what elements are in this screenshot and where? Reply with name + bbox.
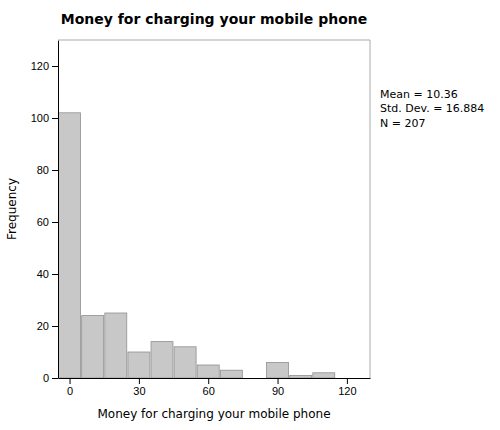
tick: 60: [203, 378, 215, 397]
axis-line: [58, 41, 59, 379]
tick-label: 30: [133, 385, 145, 397]
tick: 40: [37, 268, 58, 280]
tick: 60: [37, 216, 58, 228]
tick-label: 80: [37, 164, 49, 176]
tick: 120: [338, 378, 356, 397]
tick: 120: [31, 60, 58, 72]
bar: [105, 313, 127, 378]
axis-line: [59, 378, 371, 379]
tick-mark: [52, 378, 58, 379]
tick-label: 40: [37, 268, 49, 280]
tick: 0: [67, 378, 73, 397]
tick-mark: [52, 222, 58, 223]
frame: [58, 40, 370, 41]
tick: 100: [31, 112, 58, 124]
tick-mark: [70, 378, 71, 384]
tick-label: 100: [31, 112, 49, 124]
annotation-line: Std. Dev. = 16.884: [380, 102, 484, 115]
bar: [59, 113, 81, 378]
bar: [290, 375, 312, 378]
y-axis-title: Frequency: [5, 178, 19, 240]
tick-mark: [52, 326, 58, 327]
title: Money for charging your mobile phone: [61, 11, 368, 27]
tick: 0: [43, 372, 58, 384]
tick-label: 90: [272, 385, 284, 397]
tick-label: 120: [31, 60, 49, 72]
plot-area: 0 30 60 90 120 0 20 40 60 80 100 120: [31, 40, 371, 397]
tick-mark: [208, 378, 209, 384]
annotation: Mean = 10.36Std. Dev. = 16.884 N = 207: [380, 88, 484, 130]
tick: 30: [133, 378, 145, 397]
tick-label: 60: [203, 385, 215, 397]
tick-mark: [278, 378, 279, 384]
x-axis-title: Money for charging your mobile phone: [97, 407, 330, 421]
y-axis: 0 20 40 60 80 100 120: [31, 41, 59, 385]
tick: 80: [37, 164, 58, 176]
bar: [151, 342, 173, 378]
bar: [174, 347, 196, 378]
tick-mark: [52, 118, 58, 119]
x-axis: 0 30 60 90 120: [59, 378, 371, 397]
tick-label: 20: [37, 320, 49, 332]
bar: [82, 316, 104, 378]
tick-label: 120: [338, 385, 356, 397]
chart: 0 30 60 90 120 0 20 40 60 80 100 120 Money for charg…: [0, 0, 500, 430]
tick-mark: [52, 170, 58, 171]
tick-label: 60: [37, 216, 49, 228]
bar: [220, 370, 242, 378]
tick-mark: [52, 274, 58, 275]
frame: [370, 40, 371, 378]
tick-mark: [52, 66, 58, 67]
bar: [197, 365, 219, 378]
bar: [267, 362, 289, 378]
bars: [59, 113, 335, 378]
bar: [128, 352, 150, 378]
annotation-line: N = 207: [380, 117, 425, 130]
tick-label: 0: [67, 385, 73, 397]
tick-mark: [139, 378, 140, 384]
tick-mark: [347, 378, 348, 384]
tick: 20: [37, 320, 58, 332]
tick-label: 0: [43, 372, 49, 384]
annotation-line: Mean = 10.36: [380, 88, 458, 101]
tick: 90: [272, 378, 284, 397]
bar: [313, 373, 335, 378]
